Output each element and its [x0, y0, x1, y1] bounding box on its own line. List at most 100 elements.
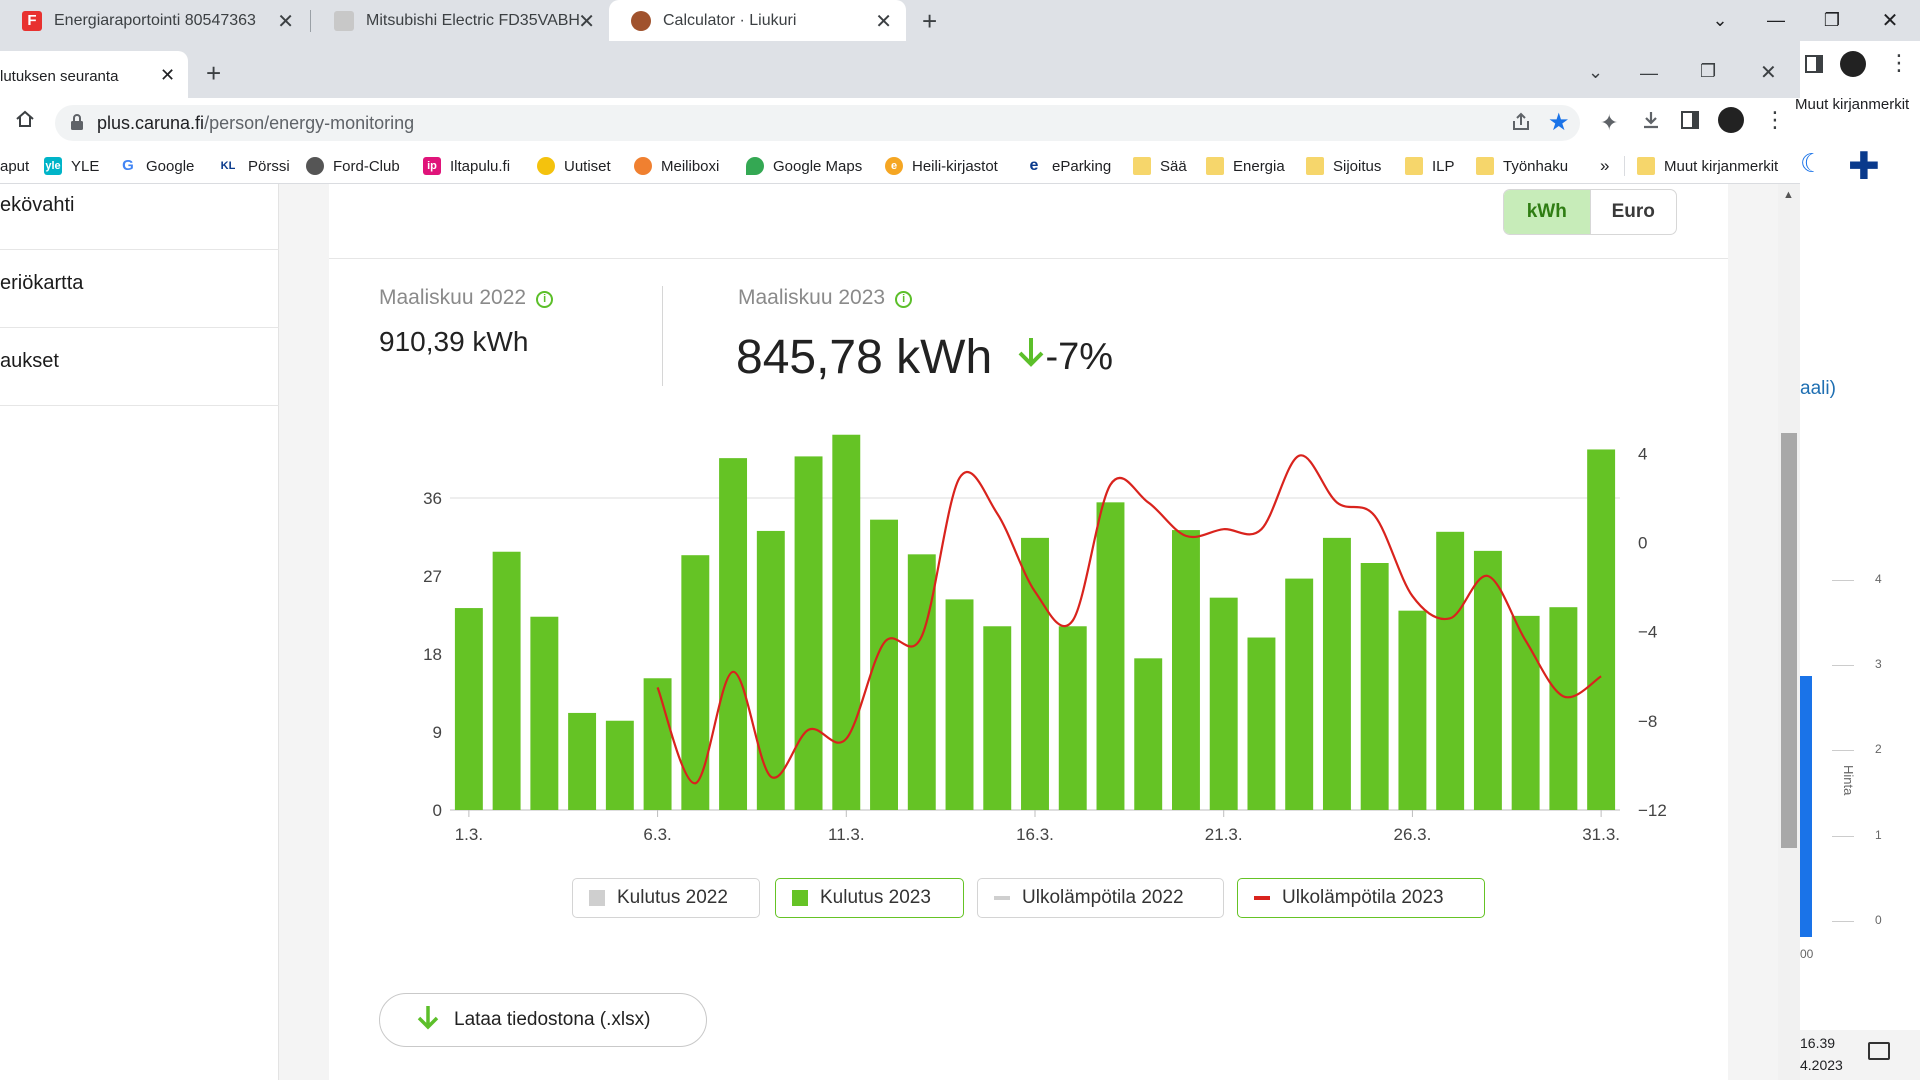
axis-tick: 2 — [1875, 742, 1882, 756]
bar-23.3. — [1285, 578, 1314, 810]
bookmark-folder[interactable]: Työnhaku — [1476, 152, 1568, 180]
chart-bars — [454, 434, 1616, 810]
unit-euro-button[interactable]: Euro — [1611, 201, 1655, 222]
close-window-icon[interactable]: ✕ — [1881, 10, 1899, 32]
side-panel-icon[interactable] — [1681, 111, 1699, 129]
y2-tick-label: 0 — [1638, 534, 1647, 553]
bar-30.3. — [1549, 607, 1578, 810]
restore-icon[interactable]: ❐ — [1823, 10, 1841, 30]
scrollbar-thumb[interactable] — [1781, 433, 1797, 848]
taskbar-clock-area — [1800, 1030, 1920, 1080]
close-tab-icon[interactable]: ✕ — [277, 11, 294, 33]
bookmark-label: Pörssi — [248, 157, 290, 175]
x-tick-label: 1.3. — [455, 825, 483, 844]
folder-icon — [1637, 157, 1655, 175]
axis-title: Hinta — [1841, 765, 1856, 796]
info-icon[interactable]: i — [895, 291, 913, 308]
bar-26.3. — [1398, 610, 1427, 810]
url-host: plus.caruna.fi — [97, 113, 205, 133]
unit-kwh-button[interactable]: kWh — [1504, 190, 1591, 234]
side-panel-icon — [1805, 55, 1823, 73]
new-tab-icon[interactable]: + — [206, 58, 222, 88]
legend-swatch-square — [589, 890, 605, 906]
bookmark-folder[interactable]: Sijoitus — [1306, 152, 1381, 180]
bookmark-item[interactable]: Uutiset — [537, 152, 611, 180]
arrow-down-icon — [1016, 326, 1046, 381]
bookmark-folder[interactable]: Sää — [1133, 152, 1187, 180]
close-window-icon[interactable]: ✕ — [1760, 62, 1777, 84]
sidebar-item-2[interactable]: aukset — [0, 328, 279, 406]
y-tick-label: 18 — [423, 645, 442, 664]
download-xlsx-button[interactable]: Lataa tiedostona (.xlsx) — [379, 993, 707, 1047]
bookmark-item[interactable]: ip Iltapulu.fi — [423, 152, 510, 180]
axis-gridline — [1832, 580, 1854, 581]
axis-tick: 0 — [1875, 913, 1882, 927]
bookmark-item[interactable]: aput — [0, 152, 29, 180]
bookmark-item[interactable]: e eParking — [1025, 152, 1112, 180]
minimize-icon[interactable]: — — [1767, 10, 1785, 30]
heili-icon: e — [885, 157, 903, 175]
bookmark-folder[interactable]: ILP — [1405, 152, 1455, 180]
minimize-icon[interactable]: — — [1640, 63, 1658, 83]
legend-kulutus-2022[interactable]: Kulutus 2022 — [572, 878, 760, 918]
bookmark-item[interactable]: KL Pörssi — [217, 152, 290, 180]
download-icon[interactable] — [1640, 109, 1662, 136]
bookmarks-overflow-chevron[interactable]: » — [1600, 156, 1610, 175]
y-tick-label: 9 — [433, 723, 442, 742]
bookmark-label: eParking — [1052, 157, 1112, 175]
bookmark-label: YLE — [71, 157, 100, 175]
menu-dots-icon[interactable]: ⋮ — [1764, 107, 1786, 132]
outer-tab-3-active[interactable]: Calculator · Liukuri ✕ — [609, 0, 906, 41]
share-icon[interactable] — [1510, 111, 1532, 138]
bookmark-item[interactable]: yle YLE — [44, 152, 99, 180]
eparking-icon: e — [1029, 157, 1039, 174]
axis-gridline — [1832, 750, 1854, 751]
close-tab-icon[interactable]: ✕ — [160, 65, 176, 85]
tab-search-chevron-icon[interactable]: ⌄ — [1588, 62, 1604, 82]
moon-icon: ☾ — [1800, 148, 1824, 178]
bookmark-label: Meiliboxi — [661, 157, 720, 175]
bookmark-item[interactable]: G Google — [119, 152, 194, 180]
legend-label: Kulutus 2022 — [617, 887, 728, 908]
new-tab-icon[interactable]: + — [922, 6, 938, 36]
bookmark-item[interactable]: Meiliboxi — [634, 152, 719, 180]
close-tab-icon[interactable]: ✕ — [578, 11, 595, 33]
home-icon[interactable] — [14, 108, 36, 135]
outer-tab-2[interactable]: Mitsubishi Electric FD35VABH Riv ✕ — [312, 0, 609, 41]
outer-tab-title: Calculator · Liukuri — [663, 11, 797, 29]
chart-line — [656, 454, 1602, 785]
notification-icon — [1868, 1042, 1890, 1060]
axis-bottom-label: 00 — [1800, 947, 1814, 961]
arrow-down-icon — [416, 1004, 440, 1036]
mitsubishi-favicon — [334, 10, 354, 31]
legend-ulkolampotila-2022[interactable]: Ulkolämpötila 2022 — [977, 878, 1224, 918]
outer-tab-1[interactable]: F Energiaraportointi 80547363 ✕ — [0, 0, 308, 41]
folder-icon — [1206, 157, 1224, 175]
sidebar-item-1[interactable]: eriökartta — [0, 250, 279, 328]
bookmark-item[interactable]: Google Maps — [746, 152, 862, 180]
bookmark-label: Sää — [1160, 157, 1187, 175]
profile-avatar[interactable] — [1718, 107, 1744, 133]
scroll-up-arrow-icon[interactable]: ▲ — [1783, 189, 1794, 201]
bar-11.3. — [832, 434, 861, 810]
bar-20.3. — [1172, 530, 1200, 810]
info-icon[interactable]: i — [536, 291, 554, 308]
bookmark-star-icon[interactable]: ★ — [1548, 109, 1570, 136]
legend-ulkolampotila-2023[interactable]: Ulkolämpötila 2023 — [1237, 878, 1485, 918]
bookmark-item[interactable]: e Heili-kirjastot — [885, 152, 998, 180]
lock-icon[interactable] — [70, 113, 84, 136]
omnibox[interactable] — [55, 105, 1580, 141]
url-text[interactable]: plus.caruna.fi/person/energy-monitoring — [97, 113, 414, 134]
other-bookmarks-folder[interactable]: Muut kirjanmerkit — [1637, 152, 1778, 180]
restore-icon[interactable]: ❐ — [1700, 61, 1717, 81]
extensions-icon[interactable]: ✦ — [1600, 110, 1619, 135]
sidebar-item-0[interactable]: ekövahti — [0, 172, 279, 250]
bar-24.3. — [1322, 537, 1351, 810]
bookmark-folder[interactable]: Energia — [1206, 152, 1285, 180]
close-tab-icon[interactable]: ✕ — [875, 11, 892, 33]
legend-kulutus-2023[interactable]: Kulutus 2023 — [775, 878, 964, 918]
tab-search-chevron-icon[interactable]: ⌄ — [1712, 10, 1728, 30]
bookmark-item[interactable]: Ford-Club — [306, 152, 400, 180]
inner-tab-active[interactable]: lutuksen seuranta ✕ — [0, 51, 188, 98]
x-tick-label: 6.3. — [643, 825, 671, 844]
